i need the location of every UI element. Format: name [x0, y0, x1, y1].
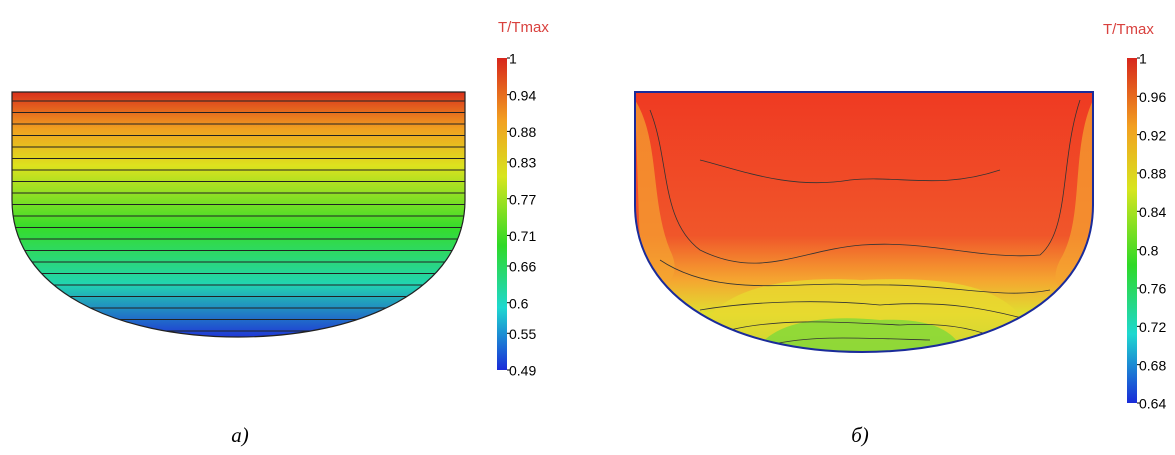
colorbar — [1127, 58, 1137, 403]
colorbar-tick-label: 0.77 — [509, 191, 536, 207]
colorbar — [497, 58, 507, 370]
colorbar-tick-label: 0.68 — [1139, 357, 1166, 373]
colorbar-tick-label: 0.83 — [509, 155, 536, 171]
colorbar-tick-label: 0.92 — [1139, 127, 1166, 143]
outline-a — [11, 91, 466, 338]
colorbar-tick-label: 0.88 — [1139, 166, 1166, 182]
colorbar-tick-label: 0.6 — [509, 295, 529, 311]
caption: а) — [231, 423, 249, 447]
field-b — [635, 92, 1093, 352]
colorbar-tick-label: 0.55 — [509, 326, 536, 342]
colorbar-tick-label: 0.94 — [509, 87, 536, 103]
colorbar-tick-label: 0.84 — [1139, 204, 1166, 220]
colorbar-tick-label: 0.76 — [1139, 281, 1166, 297]
colorbar-tick-label: 0.66 — [509, 259, 536, 275]
colorbar-tick-label: 0.49 — [509, 363, 536, 379]
colorbar-tick-label: 0.72 — [1139, 319, 1166, 335]
field-a — [12, 92, 465, 337]
colorbar-tick-label: 0.71 — [509, 228, 536, 244]
colorbar-tick-label: 1 — [509, 51, 517, 67]
colorbar-title: T/Tmax — [498, 19, 549, 36]
colorbar-tick-label: 0.64 — [1139, 396, 1166, 412]
caption: б) — [851, 423, 869, 447]
colorbar-tick-label: 0.96 — [1139, 89, 1166, 105]
colorbar-tick-label: 1 — [1139, 51, 1147, 67]
colorbar-tick-label: 0.88 — [509, 124, 536, 140]
colorbar-tick-label: 0.8 — [1139, 242, 1159, 258]
outline-b — [634, 91, 1094, 354]
colorbar-title: T/Tmax — [1103, 21, 1154, 38]
